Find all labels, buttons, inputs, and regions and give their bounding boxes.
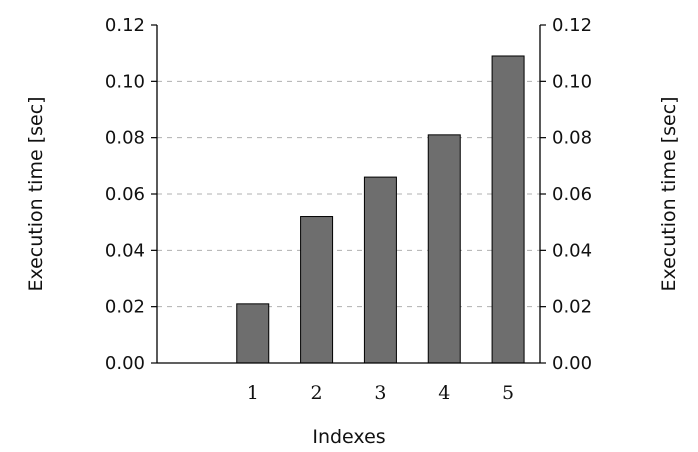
- left-y-tick-label: 0.04: [105, 240, 145, 261]
- left-y-tick-label: 0.00: [105, 353, 145, 374]
- x-axis-label: Indexes: [312, 426, 385, 448]
- bar-5: [491, 55, 525, 364]
- x-tick-label: 2: [311, 382, 323, 404]
- right-y-tick-label: 0.02: [552, 297, 592, 318]
- x-tick-label: 1: [247, 382, 259, 404]
- left-y-tick-label: 0.12: [105, 15, 145, 36]
- bar-1: [236, 303, 270, 364]
- bar-4: [427, 134, 461, 364]
- right-y-tick-label: 0.08: [552, 128, 592, 149]
- x-tick-label: 4: [438, 382, 450, 404]
- bar-2: [300, 216, 334, 364]
- left-y-tick-label: 0.10: [105, 71, 145, 92]
- right-y-axis-label: Execution time [sec]: [658, 96, 680, 291]
- left-y-axis-ticks: 0.00 0.02 0.04 0.06 0.08 0.10 0.12: [105, 15, 157, 374]
- bars: [236, 55, 525, 364]
- left-y-tick-label: 0.02: [105, 297, 145, 318]
- right-y-tick-label: 0.10: [552, 71, 592, 92]
- right-y-tick-label: 0.12: [552, 15, 592, 36]
- left-y-axis-label: Execution time [sec]: [25, 96, 47, 291]
- bar-3: [363, 176, 397, 364]
- left-y-tick-label: 0.06: [105, 184, 145, 205]
- right-y-axis-ticks: 0.00 0.02 0.04 0.06 0.08 0.10 0.12: [540, 15, 592, 374]
- x-tick-label: 5: [502, 382, 514, 404]
- grid-lines: [157, 80, 540, 308]
- right-y-tick-label: 0.04: [552, 240, 592, 261]
- x-tick-label: 3: [374, 382, 386, 404]
- left-y-tick-label: 0.08: [105, 128, 145, 149]
- right-y-tick-label: 0.06: [552, 184, 592, 205]
- right-y-tick-label: 0.00: [552, 353, 592, 374]
- x-axis-ticks: 1 2 3 4 5: [247, 382, 514, 404]
